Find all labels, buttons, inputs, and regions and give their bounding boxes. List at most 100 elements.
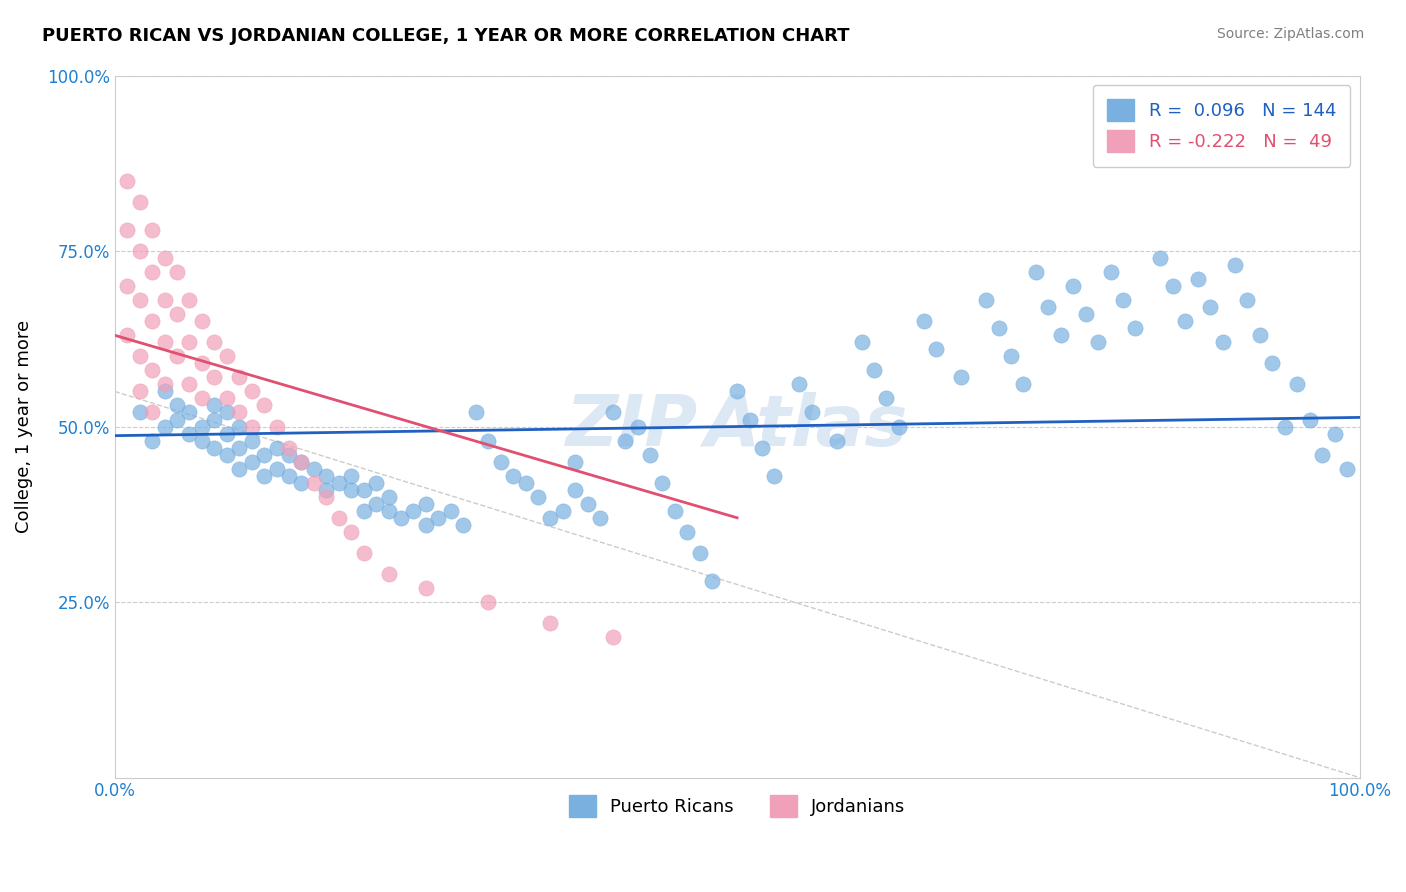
Point [240,419,263,434]
Point [751,441,773,455]
Point [191,314,214,328]
Point [128,244,150,258]
Point [253,468,276,483]
Point [153,384,176,399]
Point [141,223,163,237]
Point [179,426,201,441]
Point [266,441,288,455]
Point [676,524,699,539]
Point [290,475,312,490]
Point [166,399,188,413]
Point [1236,293,1258,308]
Legend: Puerto Ricans, Jordanians: Puerto Ricans, Jordanians [561,789,912,825]
Point [153,251,176,265]
Point [1249,328,1271,343]
Point [440,504,463,518]
Point [1012,377,1035,392]
Point [502,468,524,483]
Point [538,616,561,631]
Point [166,265,188,279]
Point [626,419,648,434]
Point [415,517,437,532]
Point [863,363,886,377]
Point [738,412,761,426]
Point [1310,448,1333,462]
Point [1323,426,1346,441]
Point [602,405,624,419]
Point [664,504,686,518]
Point [179,293,201,308]
Point [202,399,225,413]
Point [315,490,337,504]
Point [427,510,450,524]
Point [228,419,250,434]
Point [253,448,276,462]
Point [153,335,176,350]
Point [925,343,948,357]
Point [464,405,486,419]
Point [1062,279,1084,293]
Point [228,461,250,475]
Point [166,307,188,321]
Point [191,392,214,406]
Point [1125,321,1147,335]
Point [366,475,388,490]
Point [128,405,150,419]
Point [1261,356,1284,370]
Point [1199,300,1222,314]
Point [415,581,437,595]
Point [950,370,973,384]
Point [179,405,201,419]
Point [315,468,337,483]
Point [228,370,250,384]
Point [515,475,537,490]
Point [1025,265,1047,279]
Point [377,566,399,581]
Text: PUERTO RICAN VS JORDANIAN COLLEGE, 1 YEAR OR MORE CORRELATION CHART: PUERTO RICAN VS JORDANIAN COLLEGE, 1 YEA… [42,27,849,45]
Point [477,595,499,609]
Point [1112,293,1135,308]
Point [1286,377,1309,392]
Point [328,510,350,524]
Point [353,504,375,518]
Point [128,349,150,363]
Point [564,455,586,469]
Point [366,497,388,511]
Point [215,426,238,441]
Point [228,405,250,419]
Point [1223,258,1246,272]
Point [415,497,437,511]
Point [353,546,375,560]
Point [453,517,475,532]
Point [1187,272,1209,286]
Point [340,524,363,539]
Point [887,419,910,434]
Point [215,392,238,406]
Point [128,384,150,399]
Point [302,475,325,490]
Y-axis label: College, 1 year or more: College, 1 year or more [15,320,32,533]
Point [202,335,225,350]
Point [763,468,786,483]
Point [1174,314,1197,328]
Point [800,405,823,419]
Point [128,293,150,308]
Point [266,419,288,434]
Point [987,321,1010,335]
Point [789,377,811,392]
Point [353,483,375,497]
Point [191,419,214,434]
Point [876,392,898,406]
Point [115,279,138,293]
Point [377,504,399,518]
Point [340,468,363,483]
Point [153,419,176,434]
Point [141,405,163,419]
Point [166,349,188,363]
Point [253,399,276,413]
Point [1049,328,1071,343]
Point [141,434,163,448]
Point [141,363,163,377]
Point [589,510,612,524]
Point [290,455,312,469]
